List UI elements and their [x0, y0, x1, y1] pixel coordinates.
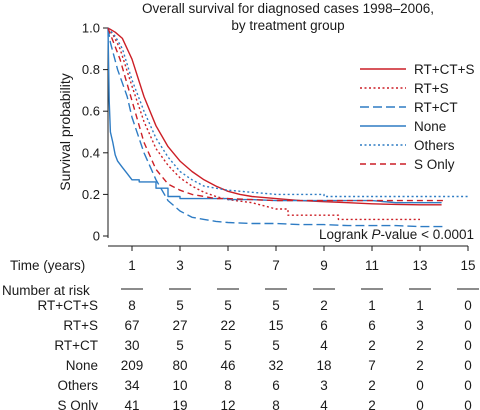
- series-line-others: [107, 27, 468, 198]
- risk-table: RT+CT+S 8 5 5 5 2 1 1 0RT+S 67 27 22 15 6 6 3 0RT+CT 30 5 5…: [37, 288, 479, 410]
- x-tick-labels: 1 3 5 7 9 11 13 15: [128, 258, 475, 273]
- risk-cell: 30: [124, 338, 139, 353]
- risk-cell: 0: [416, 378, 424, 393]
- risk-cell: 0: [464, 338, 472, 353]
- risk-row-label: RT+CT: [54, 338, 98, 353]
- x-tick-label: 7: [272, 258, 280, 273]
- risk-cell: 5: [272, 338, 280, 353]
- series-line-rt-ct: [107, 27, 444, 228]
- risk-cell: 5: [176, 338, 184, 353]
- x-tick-label: 3: [176, 258, 184, 273]
- y-tick-label: 0.4: [82, 145, 100, 160]
- risk-cell: 8: [272, 398, 280, 410]
- risk-cell: 1: [368, 298, 376, 313]
- x-tick-label: 1: [128, 258, 136, 273]
- legend-label: RT+CT+S: [414, 62, 475, 77]
- risk-cell: 12: [220, 398, 235, 410]
- y-tick-label: 0: [93, 229, 100, 244]
- x-tick-label: 5: [224, 258, 232, 273]
- chart-title: Overall survival for diagnosed cases 199…: [142, 1, 434, 16]
- legend-label: None: [414, 119, 446, 134]
- risk-cell: 0: [464, 318, 472, 333]
- y-tick-label: 1.0: [82, 21, 100, 36]
- risk-cell: 67: [124, 318, 139, 333]
- x-tick-label: 11: [365, 258, 379, 273]
- chart-subtitle: by treatment group: [231, 18, 344, 33]
- risk-table-header: Number at risk: [2, 283, 90, 298]
- risk-cell: 34: [124, 378, 140, 393]
- risk-cell: 0: [464, 358, 472, 373]
- risk-cell: 2: [368, 338, 376, 353]
- legend-label: Others: [414, 138, 455, 153]
- risk-cell: 4: [320, 398, 328, 410]
- x-axis-label: Time (years): [10, 258, 85, 273]
- x-tick-label: 9: [320, 258, 328, 273]
- legend-label: S Only: [414, 157, 455, 172]
- risk-cell: 46: [220, 358, 235, 373]
- survival-curves: [107, 27, 468, 228]
- risk-cell: 15: [268, 318, 283, 333]
- risk-cell: 5: [224, 338, 232, 353]
- risk-cell: 80: [172, 358, 187, 373]
- risk-cell: 2: [368, 378, 376, 393]
- risk-cell: 209: [121, 358, 144, 373]
- risk-cell: 6: [368, 318, 376, 333]
- risk-cell: 7: [368, 358, 376, 373]
- x-tick-label: 15: [460, 258, 475, 273]
- risk-cell: 5: [272, 298, 280, 313]
- risk-row-label: S Only: [57, 398, 98, 410]
- legend-label: RT+CT: [414, 100, 458, 115]
- risk-cell: 8: [128, 298, 136, 313]
- risk-cell: 6: [272, 378, 280, 393]
- logrank-annotation: Logrank P-value < 0.0001: [319, 227, 474, 242]
- risk-row-label: RT+S: [63, 318, 98, 333]
- risk-cell: 41: [124, 398, 139, 410]
- risk-cell: 19: [172, 398, 187, 410]
- risk-row-label: RT+CT+S: [37, 298, 98, 313]
- risk-cell: 32: [268, 358, 283, 373]
- legend-label: RT+S: [414, 81, 449, 96]
- risk-cell: 0: [464, 378, 472, 393]
- risk-cell: 1: [416, 298, 424, 313]
- risk-cell: 4: [320, 338, 328, 353]
- risk-cell: 5: [224, 298, 232, 313]
- y-tick-label: 0.2: [82, 187, 100, 202]
- x-tick-label: 13: [412, 258, 427, 273]
- series-line-s-only: [107, 27, 444, 202]
- risk-cell: 2: [416, 358, 424, 373]
- risk-cell: 3: [416, 318, 424, 333]
- series-line-rt-s: [107, 27, 420, 221]
- risk-cell: 6: [320, 318, 328, 333]
- risk-cell: 27: [172, 318, 187, 333]
- risk-cell: 10: [172, 378, 187, 393]
- risk-cell: 0: [416, 398, 424, 410]
- axis-ticks: 0 0.2 0.4 0.6 0.8 1.0: [82, 21, 469, 251]
- risk-cell: 0: [464, 398, 472, 410]
- risk-cell: 18: [316, 358, 331, 373]
- risk-cell: 0: [464, 298, 472, 313]
- y-tick-label: 0.6: [82, 104, 100, 119]
- risk-cell: 5: [176, 298, 184, 313]
- risk-row-label: None: [66, 358, 98, 373]
- risk-cell: 2: [368, 398, 376, 410]
- series-line-rt-ct-s: [107, 27, 442, 206]
- series-line-none: [107, 27, 442, 204]
- y-tick-label: 0.8: [82, 62, 100, 77]
- risk-cell: 3: [320, 378, 328, 393]
- legend: RT+CT+S RT+S RT+CT None Others S Only: [360, 62, 475, 172]
- risk-cell: 2: [416, 338, 424, 353]
- risk-row-label: Others: [57, 378, 98, 393]
- risk-cell: 2: [320, 298, 328, 313]
- risk-cell: 22: [220, 318, 235, 333]
- y-axis-label: Survival probability: [57, 73, 73, 191]
- risk-cell: 8: [224, 378, 232, 393]
